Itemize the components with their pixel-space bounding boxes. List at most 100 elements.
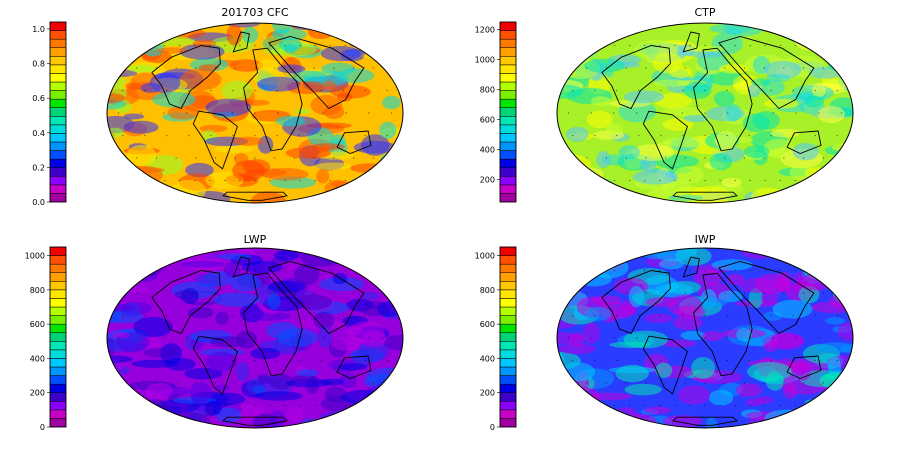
colorbar-segment [49,124,67,134]
colorbar-tick-label: 1.0 [32,25,45,34]
coastline [243,47,303,152]
map-lwp: 1000 800 600 400 200 0 [25,246,404,432]
colorbar-segment [49,298,67,308]
colorbar-segment [499,116,517,126]
coastline [601,270,671,335]
colorbar-segment [499,81,517,91]
colorbar: 1000 800 600 400 200 0 [475,246,517,432]
colorbar-segment [49,81,67,91]
colorbar-tick-label: 0 [40,423,45,432]
colorbar-segment [49,255,67,265]
coastline [232,256,250,278]
colorbar-segment [499,366,517,376]
colorbar: 1200 1000 800 600 400 200 [475,21,517,203]
colorbar-tick-label: 800 [480,86,495,95]
map-iwp: 1000 800 600 400 200 0 [475,246,854,432]
coastline [672,191,738,201]
colorbar-segment [499,64,517,74]
colorbar-tick-label: 600 [480,116,495,125]
colorbar-segment [499,184,517,194]
colorbar-segment [499,315,517,325]
coastline [336,130,372,154]
colorbar-segment [49,150,67,160]
colorbar-segment [499,167,517,177]
colorbar-segment [499,272,517,282]
colorbar-segment [499,409,517,419]
coastline [336,355,372,379]
map-field [107,23,403,203]
colorbar-segment [49,375,67,385]
colorbar-tick-label: 600 [30,320,45,329]
map-border [556,247,854,429]
colorbar-segment [499,73,517,83]
colorbar-tick-label: 0.2 [32,163,45,172]
colorbar-segment [49,289,67,299]
map-field [557,23,853,203]
colorbar-segment [499,323,517,333]
panel-ctp: CTP 1200 1000 800 600 400 200 [450,0,900,225]
colorbar-segment [49,281,67,291]
colorbar-segment [499,98,517,108]
colorbar-segment [49,392,67,402]
colorbar-segment [49,272,67,282]
coastline [786,130,822,154]
colorbar-segment [49,176,67,186]
colorbar-segment [499,124,517,134]
colorbar-segment [499,246,517,256]
map-border [556,22,854,204]
panel-iwp: IWP 1000 800 600 400 200 0 [450,225,900,450]
colorbar-tick-label: 0.4 [32,129,45,138]
colorbar-segment [49,116,67,126]
colorbar-tick-label: 200 [480,389,495,398]
panel-title: IWP [694,233,716,246]
colorbar-segment [49,21,67,31]
colorbar-segment [49,401,67,411]
colorbar-segment [49,409,67,419]
colorbar-segment [499,21,517,31]
colorbar-segment [49,98,67,108]
colorbar-segment [499,298,517,308]
colorbar-segment [49,56,67,66]
coastline [243,272,303,377]
colorbar-segment [499,90,517,100]
colorbar: 1000 800 600 400 200 0 [25,246,67,432]
colorbar-segment [499,358,517,368]
colorbar-segment [499,176,517,186]
colorbar-tick-label: 400 [480,146,495,155]
colorbar-segment [499,375,517,385]
coastline [682,256,700,278]
colorbar-segment [499,418,517,428]
colorbar-tick-label: 200 [30,389,45,398]
colorbar-segment [499,133,517,143]
coastline [682,31,700,53]
colorbar-segment [49,38,67,48]
coastline [672,416,738,426]
coastline [192,110,238,170]
coastline [151,270,221,335]
colorbar-segment [49,90,67,100]
colorbar-segment [49,358,67,368]
map-ctp: 1200 1000 800 600 400 200 [475,21,854,204]
colorbar-tick-label: 0.0 [32,198,45,207]
coastline [718,261,815,335]
colorbar-tick-label: 1200 [475,26,495,35]
colorbar-segment [499,47,517,57]
colorbar-tick-label: 0 [490,423,495,432]
coastline [693,272,753,377]
colorbar-segment [499,158,517,168]
panel-title: 201703 CFC [221,6,289,19]
colorbar-segment [499,289,517,299]
map-cfc: 1.0 0.8 0.6 0.4 0.2 0.0 [32,21,404,207]
colorbar-segment [49,341,67,351]
colorbar-segment [499,38,517,48]
coastline [151,45,221,110]
coastline [693,47,753,152]
colorbar-tick-label: 600 [480,320,495,329]
colorbar-segment [49,246,67,256]
map-border [106,247,404,429]
colorbar-segment [49,167,67,177]
coastline [268,261,365,335]
panel-lwp: LWP 1000 800 600 400 200 0 [0,225,450,450]
colorbar-segment [499,263,517,273]
colorbar-segment [49,315,67,325]
